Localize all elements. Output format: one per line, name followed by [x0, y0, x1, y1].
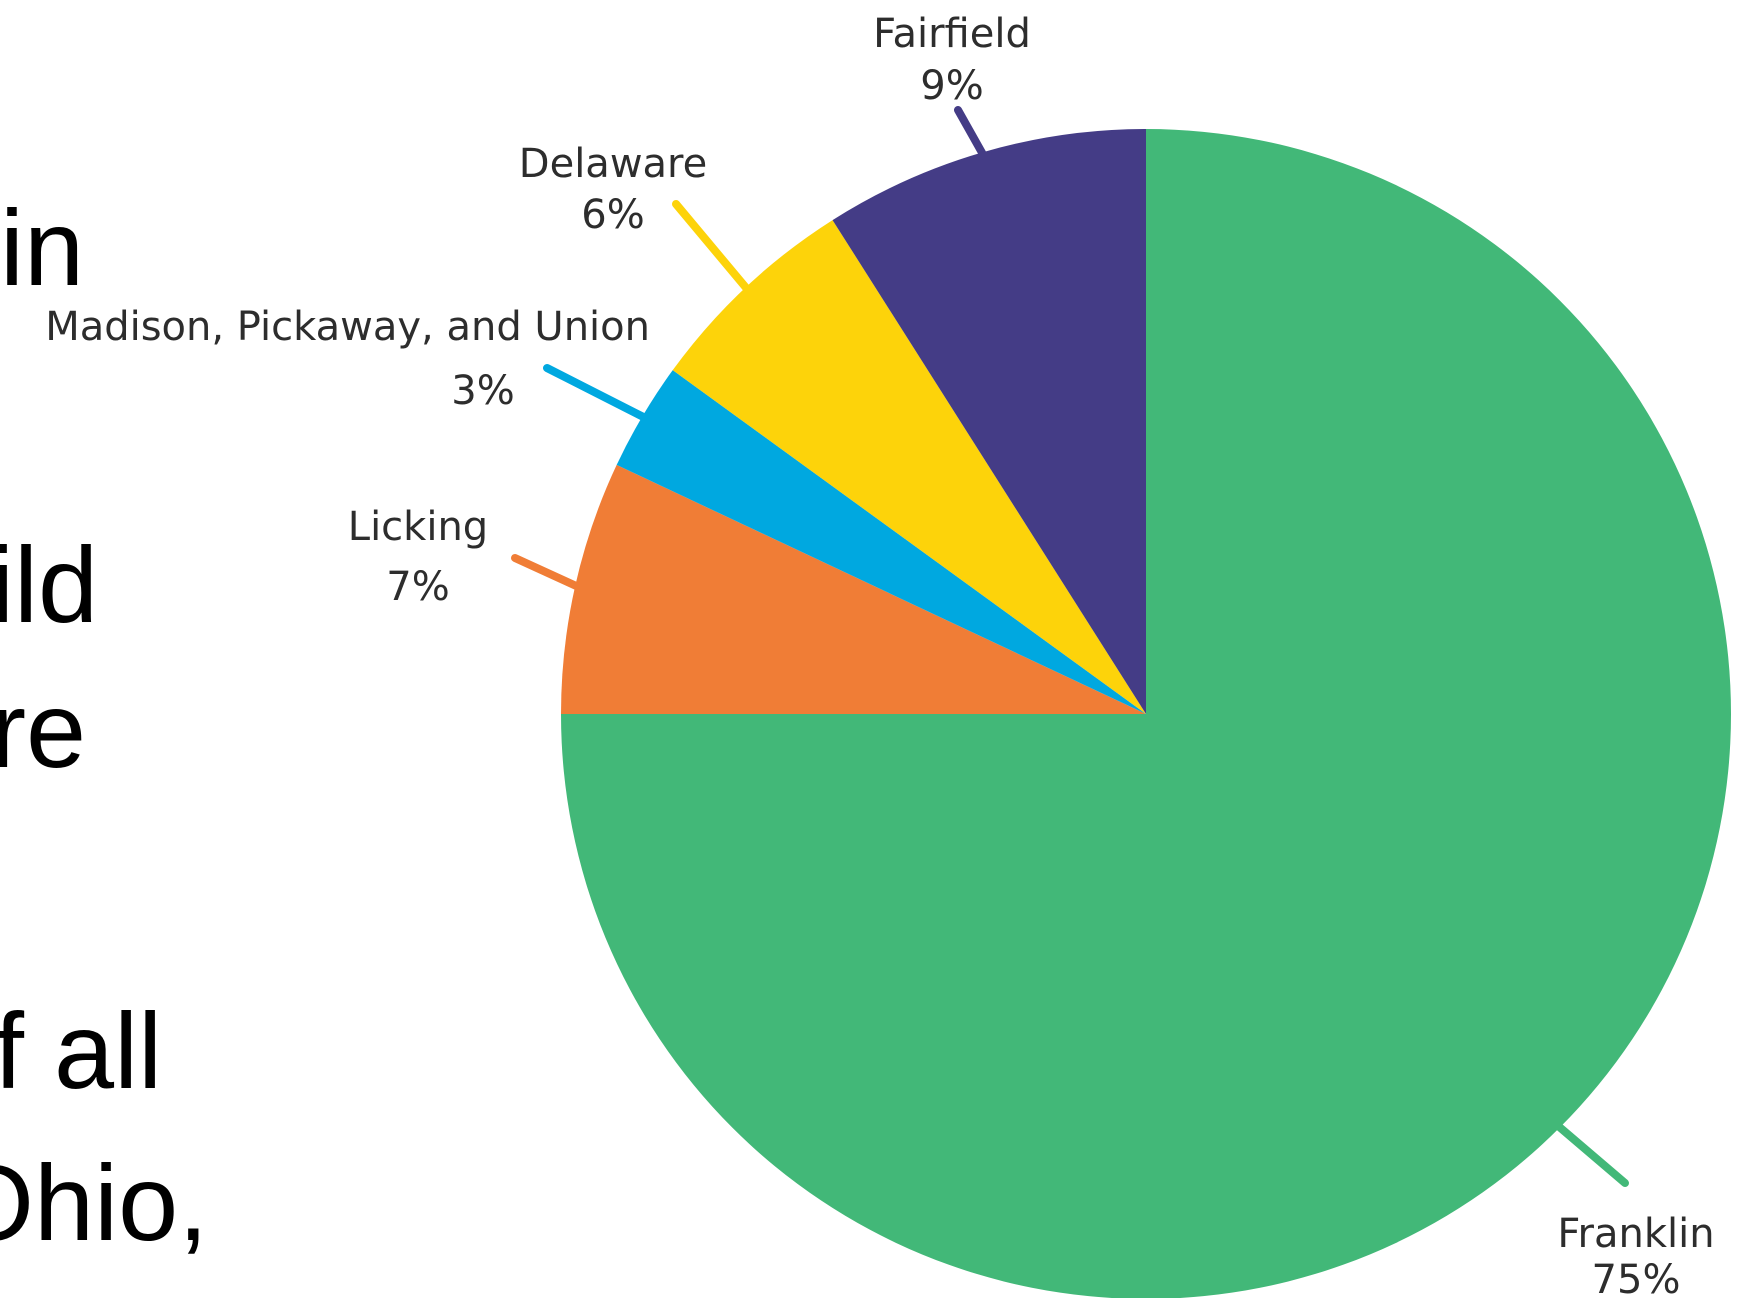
leader-line-delaware [672, 200, 753, 295]
slice-label-value-madison-pickaway-union: 3% [451, 368, 514, 414]
slide-fragment-4: f all [0, 990, 162, 1111]
pie-slice-franklin [561, 129, 1731, 1298]
slice-label-name-fairfield: Fairfield [873, 11, 1031, 57]
slice-label-name-delaware: Delaware [519, 141, 707, 187]
slice-label-name-franklin: Franklin [1557, 1211, 1714, 1257]
slice-labels: Franklin 75% Licking 7% Madison, Pickawa… [45, 11, 1714, 1298]
pie-slice-delaware [672, 220, 1146, 714]
slide-fragment-3: are [0, 669, 86, 790]
pie-slices [561, 129, 1731, 1298]
slide-fragment-1: in [0, 187, 84, 308]
slice-label-value-licking: 7% [386, 564, 449, 610]
pie-slice-fairfield [832, 129, 1146, 714]
slide-fragment-5: Ohio, [0, 1142, 208, 1263]
slice-label-name-madison-pickaway-union: Madison, Pickaway, and Union [45, 304, 650, 350]
leader-line-franklin [1552, 1120, 1629, 1187]
slice-label-value-franklin: 75% [1592, 1257, 1681, 1298]
slice-label-value-delaware: 6% [581, 192, 644, 238]
leader-lines [511, 106, 1629, 1187]
slide-text-fragments: in hild are f all Ohio, [0, 187, 208, 1263]
leader-line-licking [511, 554, 583, 592]
slice-label-value-fairfield: 9% [920, 63, 983, 109]
slice-label-name-licking: Licking [348, 504, 488, 550]
slide-fragment-2: hild [0, 524, 98, 645]
leader-line-fairfield [954, 106, 988, 161]
pie-slice-licking [561, 464, 1146, 714]
pie-slice-madison-pickaway-and-union [616, 370, 1146, 714]
leader-line-madison-pickaway-and-union [543, 364, 650, 423]
